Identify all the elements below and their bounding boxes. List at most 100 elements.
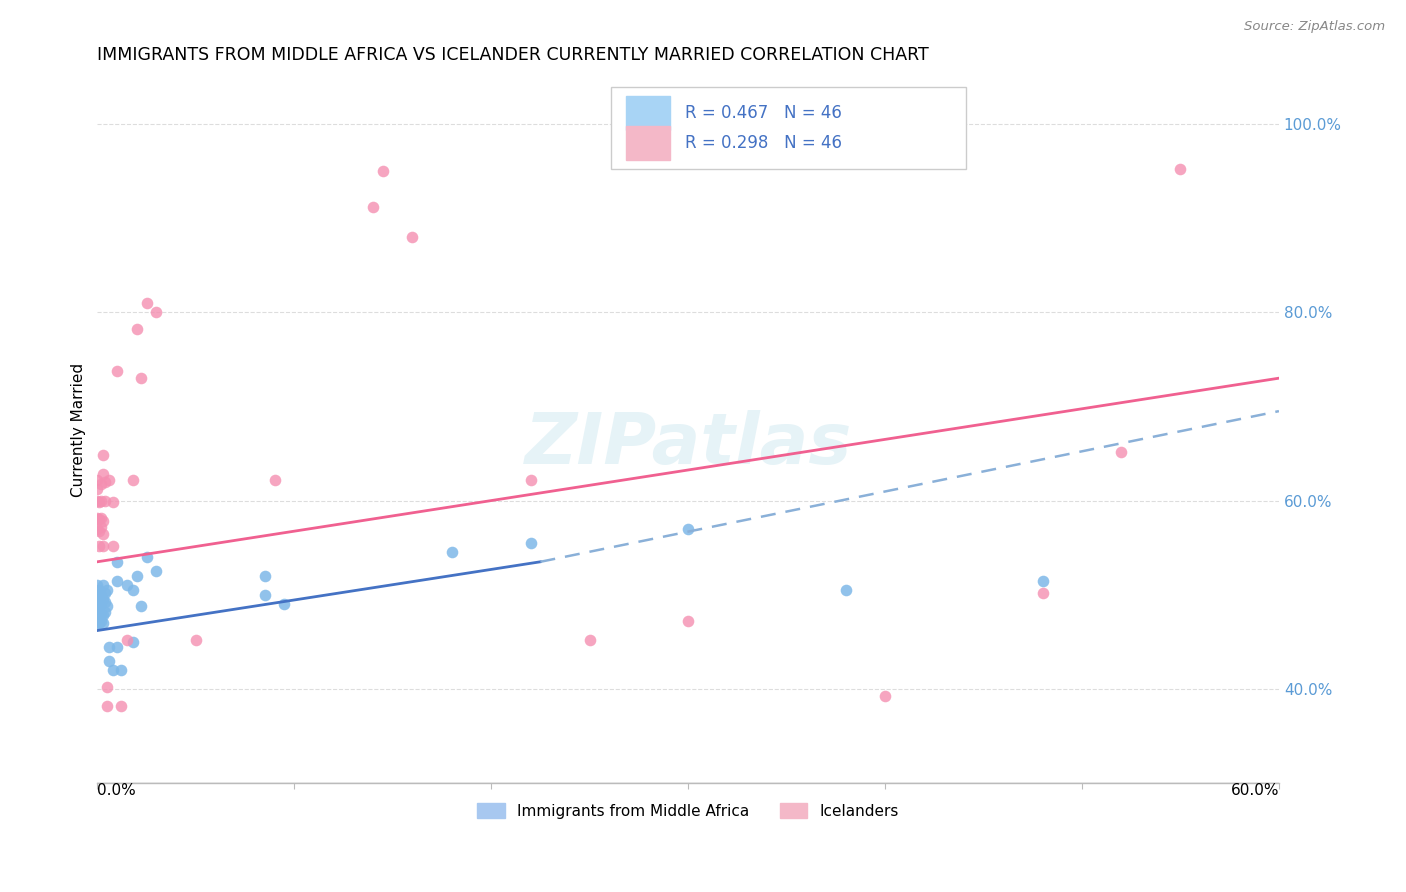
Text: IMMIGRANTS FROM MIDDLE AFRICA VS ICELANDER CURRENTLY MARRIED CORRELATION CHART: IMMIGRANTS FROM MIDDLE AFRICA VS ICELAND…	[97, 46, 929, 64]
Point	[94, 605, 117, 619]
Point	[86, 602, 108, 616]
Text: ZIPatlas: ZIPatlas	[524, 409, 852, 479]
Point	[86, 473, 108, 487]
Point	[105, 574, 128, 588]
Point	[1170, 162, 1192, 177]
Point	[361, 200, 384, 214]
Point	[91, 608, 114, 623]
Point	[96, 599, 118, 613]
Point	[371, 164, 394, 178]
Point	[519, 536, 541, 550]
Point	[90, 493, 112, 508]
Point	[90, 597, 112, 611]
Point	[89, 615, 111, 630]
Point	[98, 654, 121, 668]
Point	[105, 364, 128, 378]
Point	[105, 555, 128, 569]
Text: R = 0.298   N = 46: R = 0.298 N = 46	[685, 135, 842, 153]
Point	[253, 588, 276, 602]
Point	[94, 493, 117, 508]
Point	[98, 473, 121, 487]
Point	[89, 495, 111, 509]
Point	[89, 524, 111, 538]
Point	[90, 520, 112, 534]
Point	[90, 588, 112, 602]
Point	[91, 514, 114, 528]
Text: R = 0.467   N = 46: R = 0.467 N = 46	[685, 103, 841, 122]
Point	[86, 588, 108, 602]
Point	[94, 586, 117, 600]
Point	[89, 607, 111, 621]
Point	[440, 545, 463, 559]
Point	[121, 582, 143, 597]
Point	[96, 582, 118, 597]
Point	[129, 599, 152, 613]
Point	[110, 663, 132, 677]
Point	[125, 322, 148, 336]
Point	[1111, 444, 1133, 458]
Point	[91, 526, 114, 541]
Point	[94, 595, 117, 609]
Point	[145, 564, 167, 578]
Point	[91, 592, 114, 607]
Point	[86, 510, 108, 524]
Point	[115, 578, 138, 592]
Point	[89, 512, 111, 526]
Point	[105, 640, 128, 654]
Point	[401, 230, 423, 244]
Point	[90, 607, 112, 621]
Y-axis label: Currently Married: Currently Married	[72, 363, 86, 497]
Point	[253, 569, 276, 583]
Point	[519, 473, 541, 487]
Point	[89, 588, 111, 602]
Point	[86, 592, 108, 607]
Text: Source: ZipAtlas.com: Source: ZipAtlas.com	[1244, 20, 1385, 33]
Point	[91, 578, 114, 592]
Point	[96, 680, 118, 694]
Point	[145, 305, 167, 319]
Legend: Immigrants from Middle Africa, Icelanders: Immigrants from Middle Africa, Icelander…	[471, 797, 905, 825]
Point	[94, 475, 117, 489]
Point	[125, 569, 148, 583]
Point	[273, 597, 295, 611]
Point	[91, 539, 114, 553]
Point	[873, 690, 896, 704]
Point	[834, 582, 856, 597]
Point	[98, 640, 121, 654]
Point	[676, 522, 699, 536]
Point	[90, 614, 112, 628]
Point	[1032, 586, 1054, 600]
Text: 60.0%: 60.0%	[1230, 783, 1279, 798]
Point	[101, 663, 124, 677]
Point	[91, 615, 114, 630]
FancyBboxPatch shape	[626, 96, 671, 130]
Point	[135, 550, 157, 565]
FancyBboxPatch shape	[612, 87, 966, 169]
Point	[263, 473, 285, 487]
Point	[89, 582, 111, 597]
Point	[135, 296, 157, 310]
Point	[90, 510, 112, 524]
Point	[86, 578, 108, 592]
Point	[91, 467, 114, 482]
Point	[578, 632, 600, 647]
FancyBboxPatch shape	[626, 127, 671, 161]
Point	[86, 483, 108, 497]
Point	[96, 698, 118, 713]
Point	[1032, 574, 1054, 588]
Point	[676, 614, 699, 628]
Point	[115, 632, 138, 647]
Point	[184, 632, 207, 647]
Point	[101, 495, 124, 509]
Text: 0.0%: 0.0%	[97, 783, 136, 798]
Point	[86, 522, 108, 536]
Point	[129, 371, 152, 385]
Point	[121, 635, 143, 649]
Point	[89, 539, 111, 553]
Point	[86, 493, 108, 508]
Point	[110, 698, 132, 713]
Point	[91, 449, 114, 463]
Point	[121, 473, 143, 487]
Point	[90, 476, 112, 491]
Point	[89, 597, 111, 611]
